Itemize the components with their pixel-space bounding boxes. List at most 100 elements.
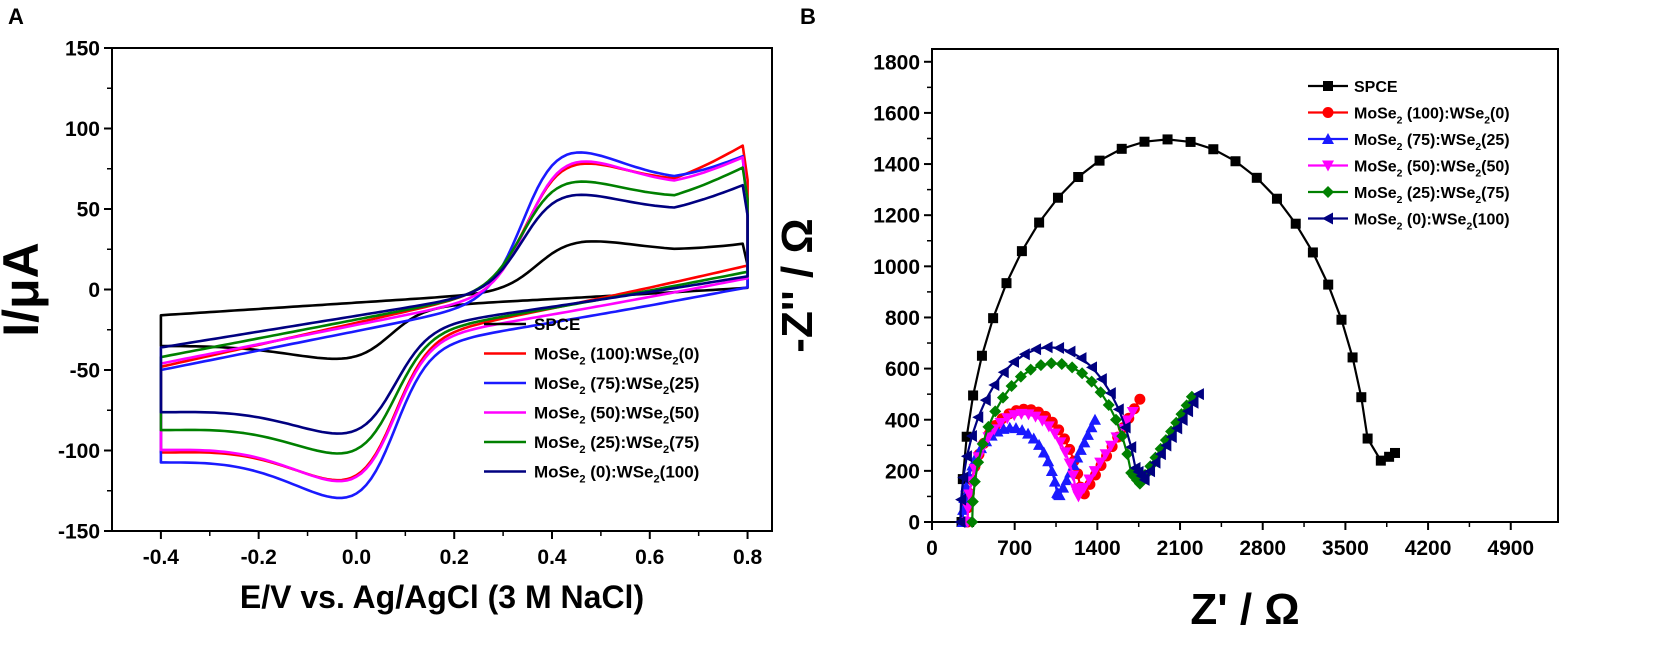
data-point (1030, 343, 1042, 356)
data-point (989, 405, 1002, 418)
legend-a: SPCE MoSe2 (100):WSe2(0) MoSe2 (75):WSe2(2… (484, 315, 699, 486)
data-point (1045, 464, 1058, 476)
data-point (1005, 380, 1018, 393)
x-tick-label: -0.2 (241, 546, 277, 569)
data-point (966, 495, 979, 508)
data-point (972, 456, 985, 469)
data-point (1072, 491, 1085, 503)
data-point (1347, 352, 1358, 363)
legend-label: MoSe2 (100):WSe2(0) (534, 345, 699, 368)
x-tick-label: 700 (997, 537, 1032, 560)
data-point (1323, 279, 1334, 290)
data-point (1336, 314, 1347, 325)
x-tick-label: 0.6 (635, 546, 664, 569)
data-point (954, 516, 966, 528)
chart-b-nyquist-plot: 0 700 1400 2100 2800 3500 4200 4900 0 200 400 600 80… (773, 48, 1559, 634)
data-point (1144, 465, 1156, 478)
cv-curve-mose2-100-wse2-0 (159, 144, 749, 482)
legend-label: SPCE (534, 315, 580, 334)
data-point (1154, 448, 1166, 461)
legend-label: SPCE (1354, 79, 1398, 96)
data-point (1192, 388, 1204, 401)
data-point (1384, 451, 1395, 462)
legend-marker-mose2-25-wse2-75 (1322, 186, 1334, 198)
legend-label: MoSe2 (100):WSe2(0) (1354, 106, 1510, 127)
data-point (1185, 136, 1196, 147)
data-point (1053, 341, 1065, 354)
x-tick-label: 4900 (1487, 537, 1534, 560)
data-point (1027, 432, 1040, 444)
data-point (996, 391, 1009, 404)
data-point (1116, 430, 1129, 443)
x-tick-label: 2800 (1239, 537, 1286, 560)
legend-marker-spce (1323, 81, 1333, 91)
data-point (1390, 447, 1401, 458)
data-point (1162, 134, 1173, 145)
data-point (1121, 447, 1134, 460)
data-point (1042, 455, 1055, 467)
data-point (1063, 458, 1076, 470)
y-tick-label: 800 (885, 307, 920, 330)
data-point (1271, 193, 1282, 204)
y-tick-label: -50 (70, 360, 100, 383)
series-mose2-0-wse2-100 (954, 341, 1204, 528)
data-point (1375, 455, 1386, 466)
y-tick-label: 1600 (873, 102, 920, 125)
cv-curve-mose2-50-wse2-50 (159, 156, 749, 483)
data-point (1171, 422, 1183, 435)
data-point (1121, 415, 1134, 427)
data-point (1088, 413, 1101, 425)
data-point (963, 489, 976, 501)
data-point (968, 390, 979, 401)
legend-label: MoSe2 (0):WSe2(100) (534, 463, 699, 486)
chart-a-cyclic-voltammetry: -0.4 -0.2 0.0 0.2 0.4 0.6 0.8 -150 -100 -50 0 50 100… (0, 38, 773, 615)
data-point (966, 516, 979, 528)
y-tick-label: 50 (77, 199, 100, 222)
data-point (1230, 156, 1241, 167)
data-point (1119, 421, 1131, 434)
data-point (1055, 358, 1068, 371)
legend-label: MoSe2 (50):WSe2(50) (1354, 159, 1510, 180)
data-point (1110, 413, 1123, 426)
data-point (1001, 278, 1012, 289)
data-point (1125, 441, 1137, 454)
data-point (1085, 375, 1098, 388)
x-axis-label: E/V vs. Ag/AgCl (3 M NaCl) (240, 579, 644, 615)
data-point (1208, 144, 1219, 155)
data-point (965, 430, 977, 443)
x-tick-label: 0 (926, 537, 938, 560)
x-tick-label: -0.4 (143, 546, 180, 569)
data-point (961, 503, 974, 515)
y-tick-label: 150 (65, 38, 100, 61)
data-point (1022, 427, 1035, 439)
panel-label-a: A (8, 4, 24, 29)
x-tick-label: 0.4 (537, 546, 567, 569)
legend-label: MoSe2 (75):WSe2(25) (1354, 132, 1510, 153)
data-point (1054, 437, 1067, 449)
data-point (1041, 341, 1053, 354)
data-point (1085, 421, 1098, 433)
x-tick-label: 2100 (1157, 537, 1204, 560)
y-tick-label: 1400 (873, 154, 920, 177)
data-point (988, 379, 1000, 392)
data-point (1036, 415, 1049, 427)
legend-label: MoSe2 (25):WSe2(75) (1354, 185, 1510, 206)
data-point (1126, 407, 1139, 419)
data-point (957, 471, 969, 484)
data-point (1165, 430, 1177, 443)
y-tick-label: 100 (65, 118, 100, 141)
data-point (1290, 218, 1301, 229)
legend-marker-mose2-100-wse2-0 (1322, 107, 1334, 118)
data-point (994, 417, 1007, 429)
series-mose2-100-wse2-0 (961, 393, 1146, 528)
data-point (1081, 428, 1094, 440)
data-point (1095, 373, 1107, 386)
data-point (1018, 348, 1030, 361)
y-tick-label: 600 (885, 358, 920, 381)
data-point (1362, 433, 1373, 444)
data-point (1033, 438, 1046, 450)
data-point (1073, 172, 1084, 183)
panel-label-b: B (800, 4, 816, 29)
data-point (1094, 386, 1107, 399)
data-point (1116, 143, 1127, 154)
